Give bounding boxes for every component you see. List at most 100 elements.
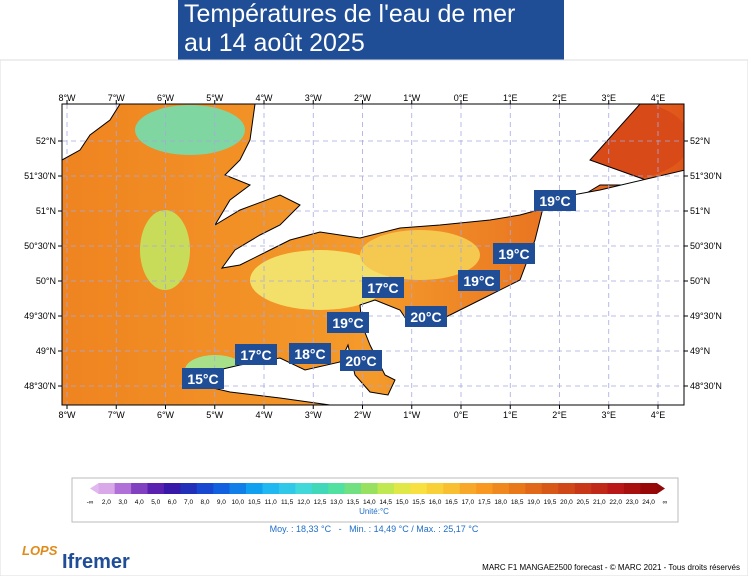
temperature-label: 19°C: [463, 273, 494, 289]
lon-label: 1°W: [403, 410, 421, 420]
lon-label: 5°W: [206, 93, 224, 103]
legend-tick-label: 22,0: [609, 499, 622, 506]
lon-label: 2°W: [354, 410, 372, 420]
lon-label: 2°E: [552, 410, 567, 420]
lat-label: 48°30'N: [690, 381, 722, 391]
temperature-badge: [405, 306, 447, 327]
legend-swatch: [410, 483, 428, 494]
legend-tick-label: 21,0: [593, 499, 606, 506]
temperature-label: 18°C: [294, 346, 325, 362]
legend-tick-label: 8,0: [200, 499, 209, 506]
legend-tick-label: 16,5: [445, 499, 458, 506]
legend-tick-label: -∞: [87, 499, 94, 506]
legend-tick-label: 12,5: [314, 499, 327, 506]
lat-label: 50°30'N: [690, 241, 722, 251]
legend-swatch: [525, 483, 543, 494]
logo: LOPS: [22, 543, 58, 558]
legend-swatch: [131, 483, 148, 494]
legend-swatch: [114, 483, 132, 494]
temperature-badge: [327, 312, 369, 333]
lon-label: 6°W: [157, 410, 175, 420]
lon-label: 2°E: [552, 93, 567, 103]
legend-tick-label: 19,5: [544, 499, 557, 506]
lat-label: 52°N: [36, 136, 56, 146]
lat-label: 50°N: [36, 276, 56, 286]
temperature-label: 19°C: [332, 315, 363, 331]
legend-swatch: [443, 483, 460, 494]
lon-label: 3°W: [305, 410, 323, 420]
temperature-badge: [182, 368, 224, 389]
lon-label: 3°E: [601, 410, 616, 420]
legend-swatch: [508, 483, 526, 494]
temperature-label: 20°C: [410, 309, 441, 325]
footer: MARC F1 MANGAE2500 forecast - © MARC 202…: [482, 563, 740, 572]
lon-label: 2°W: [354, 93, 372, 103]
map-frame: [61, 103, 685, 406]
temperature-badge: [340, 350, 382, 371]
legend-swatch: [98, 483, 115, 494]
lat-label: 51°30'N: [24, 171, 56, 181]
legend-swatch: [295, 483, 313, 494]
legend-tick-label: 10,0: [232, 499, 245, 506]
legend-tick-label: 12,0: [297, 499, 310, 506]
lon-label: 4°W: [255, 410, 273, 420]
legend-swatch: [492, 483, 510, 494]
legend-tick-label: 15,5: [412, 499, 425, 506]
legend-swatch: [180, 483, 198, 494]
lon-label: 3°E: [601, 93, 616, 103]
legend-arrow: [656, 483, 665, 494]
legend-tick-label: 17,5: [478, 499, 491, 506]
legend-tick-label: 2,0: [102, 499, 111, 506]
legend-swatch: [246, 483, 263, 494]
legend-tick-label: 5,0: [151, 499, 160, 506]
legend-tick-label: 11,5: [281, 499, 294, 506]
legend-swatch: [459, 483, 477, 494]
legend-swatch: [640, 483, 658, 494]
lon-label: 6°W: [157, 93, 175, 103]
lat-label: 52°N: [690, 136, 710, 146]
legend-unit: Unité:°C: [359, 507, 389, 516]
legend-tick-label: 7,0: [184, 499, 193, 506]
legend-swatch: [328, 483, 345, 494]
legend-tick-label: 10,5: [248, 499, 261, 506]
sea-patch: [360, 230, 480, 280]
lon-label: 4°E: [651, 410, 666, 420]
legend-tick-label: 20,5: [577, 499, 590, 506]
legend-swatch: [344, 483, 362, 494]
land: [62, 104, 121, 161]
legend-swatch: [591, 483, 608, 494]
sea-patch: [135, 105, 245, 155]
lon-label: 4°E: [651, 93, 666, 103]
temperature-label: 19°C: [498, 246, 529, 262]
legend-swatch: [377, 483, 395, 494]
lon-label: 8°W: [58, 93, 76, 103]
temperature-badge: [534, 190, 576, 211]
lat-label: 49°N: [690, 346, 710, 356]
temperature-badge: [235, 344, 277, 365]
legend-tick-label: 23,0: [626, 499, 639, 506]
panel-border: [0, 59, 748, 576]
temperature-badge: [289, 343, 331, 364]
legend-swatch: [574, 483, 592, 494]
legend-tick-label: 18,5: [511, 499, 524, 506]
legend-tick-label: 15,0: [396, 499, 409, 506]
sea-patch: [250, 250, 390, 310]
legend-tick-label: 11,0: [265, 499, 278, 506]
legend-tick-label: 14,5: [379, 499, 392, 506]
legend-tick-label: 3,0: [118, 499, 127, 506]
lon-label: 1°W: [403, 93, 421, 103]
logo: Ifremer: [62, 551, 130, 573]
lon-label: 4°W: [255, 93, 273, 103]
title-line: Températures de l'eau de mer: [184, 0, 516, 28]
lon-label: 1°E: [503, 410, 518, 420]
sea-patch: [140, 210, 190, 290]
lon-label: 0°E: [454, 93, 469, 103]
lat-label: 50°N: [690, 276, 710, 286]
temperature-badge: [362, 277, 404, 298]
lat-label: 49°30'N: [24, 311, 56, 321]
legend-swatch: [541, 483, 559, 494]
lat-label: 51°N: [36, 206, 56, 216]
legend-swatch: [361, 483, 378, 494]
lon-label: 7°W: [108, 410, 126, 420]
